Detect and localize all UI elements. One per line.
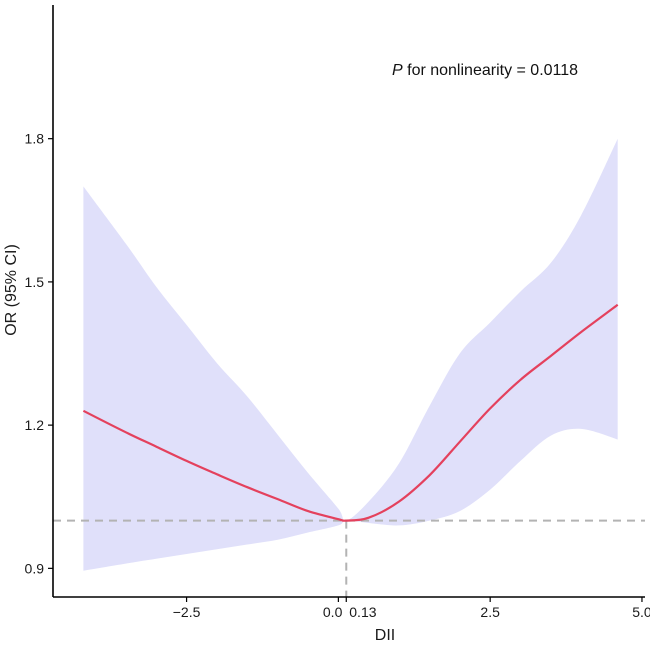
annotation-p: P: [392, 62, 403, 79]
y-tick-label: 1.8: [25, 131, 45, 147]
odds-ratio-curve: [82, 303, 619, 522]
x-tick-label: 0.13: [349, 604, 376, 620]
confidence-band-layer: [83, 138, 618, 571]
ticks-layer: −2.5 0.0 0.13 2.5 5.0 0.9 1.2 1.5 1.8: [25, 131, 650, 620]
y-tick-label: 1.5: [25, 274, 45, 290]
y-tick-label: 0.9: [25, 560, 45, 576]
x-tick-label: 0.0: [323, 604, 343, 620]
annotation-text: for nonlinearity = 0.0118: [403, 62, 578, 79]
confidence-band: [83, 138, 618, 571]
odds-ratio-curve-layer: [82, 303, 619, 522]
axes-layer: [52, 5, 645, 598]
x-tick-label: 2.5: [480, 604, 500, 620]
x-tick-label: −2.5: [173, 604, 201, 620]
x-tick-label: 5.0: [632, 604, 650, 620]
y-axis-title: OR (95% CI): [3, 244, 20, 336]
x-axis-title: DII: [375, 627, 395, 644]
annotation: P for nonlinearity = 0.0118: [392, 62, 578, 79]
y-tick-label: 1.2: [25, 417, 45, 433]
